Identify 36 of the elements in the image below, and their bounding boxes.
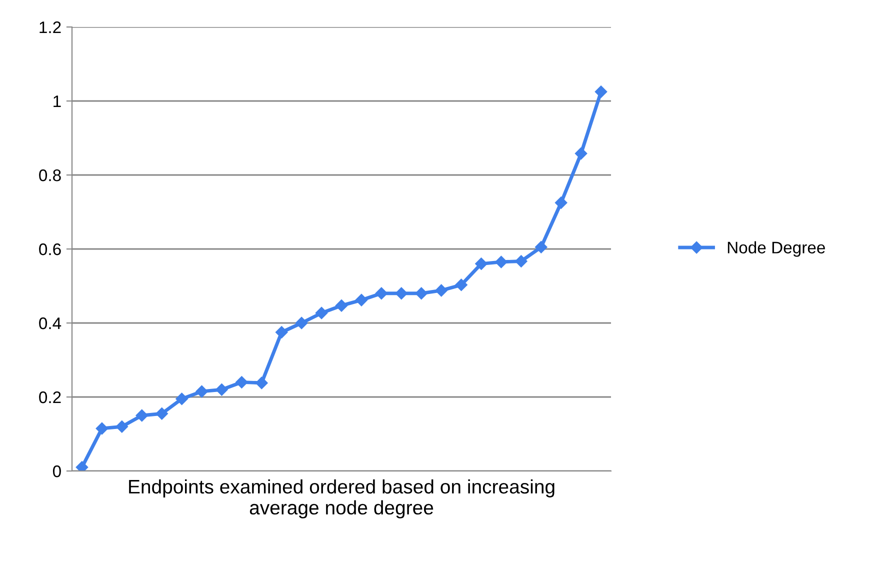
point: [594, 86, 608, 98]
point: [216, 384, 228, 396]
x-axis-title: Endpoints examined ordered based on increasing average node degree: [129, 479, 554, 518]
y-tick-label: 0.6: [39, 243, 61, 256]
point: [535, 241, 548, 254]
point: [355, 294, 368, 306]
y-tick-label: 0.8: [39, 169, 61, 182]
point: [156, 408, 168, 420]
point: [236, 376, 248, 388]
point: [256, 376, 268, 390]
point: [176, 392, 188, 405]
y-tick-label: 0: [52, 465, 61, 478]
point: [295, 316, 308, 330]
point: [276, 326, 288, 338]
point: [315, 306, 328, 320]
y-tick-label: 0.4: [39, 317, 62, 330]
y-tick-label: 1.2: [40, 21, 61, 34]
point: [395, 287, 408, 300]
point: [455, 278, 468, 291]
y-tick-label: 0.2: [39, 391, 61, 404]
legend-label: Node Degree: [728, 241, 825, 257]
y-tick-label: 1: [54, 96, 61, 108]
point: [335, 300, 348, 312]
point: [475, 258, 488, 270]
point: [76, 461, 88, 471]
point: [495, 256, 508, 268]
point: [515, 255, 528, 268]
point: [415, 287, 428, 300]
point: [196, 385, 208, 398]
point: [435, 284, 448, 297]
point: [574, 147, 588, 160]
point: [375, 287, 388, 300]
point: [116, 420, 128, 433]
point: [96, 422, 108, 435]
point: [554, 196, 568, 209]
point: [136, 409, 148, 422]
